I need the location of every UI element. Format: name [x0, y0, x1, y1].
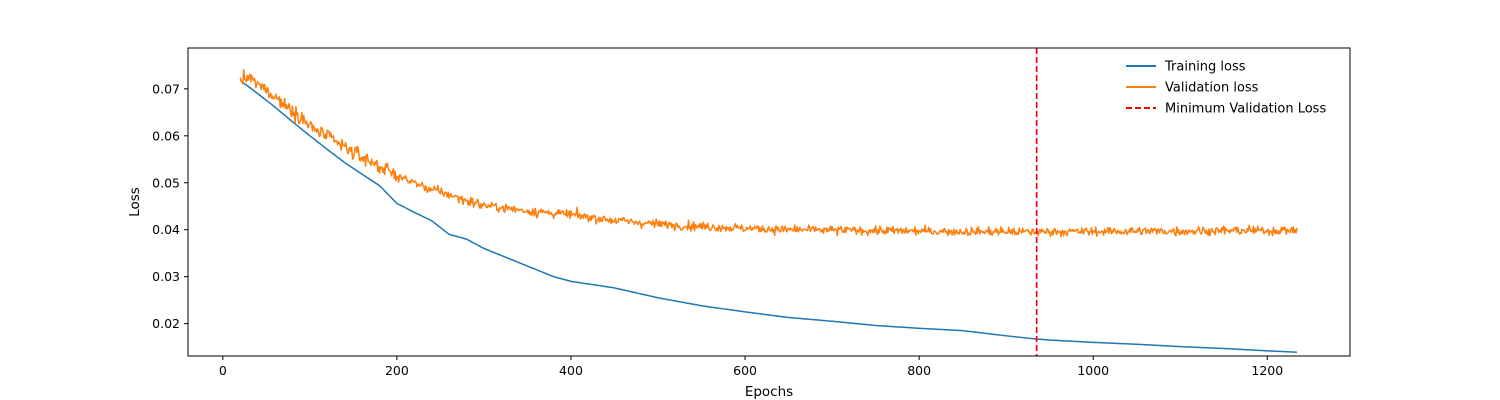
plot-marks: [239, 48, 1298, 356]
y-axis: 0.02 0.03 0.04 0.05 0.06 0.07: [152, 81, 188, 331]
y-tick-label: 0.02: [152, 316, 180, 331]
legend: Training loss Validation loss Minimum Va…: [1126, 60, 1326, 117]
x-axis: 0 200 400 600 800 1000 1200: [219, 356, 1283, 378]
series-line-training-loss: [239, 79, 1297, 353]
legend-label-training-loss: Training loss: [1164, 60, 1246, 75]
plot-frame: [187, 47, 1351, 357]
series-line-validation-loss: [239, 68, 1298, 238]
x-tick-label: 600: [733, 363, 757, 378]
x-tick-label: 1200: [1251, 363, 1283, 378]
x-tick-label: 400: [559, 363, 583, 378]
y-tick-label: 0.04: [152, 222, 180, 237]
y-axis-label: Loss: [127, 187, 143, 217]
legend-label-minimum-validation-loss: Minimum Validation Loss: [1165, 102, 1326, 117]
x-tick-label: 800: [907, 363, 931, 378]
y-tick-label: 0.06: [152, 128, 180, 143]
x-tick-label: 0: [219, 363, 227, 378]
x-axis-label: Epochs: [745, 384, 793, 400]
y-tick-label: 0.07: [152, 81, 180, 96]
x-tick-label: 200: [385, 363, 409, 378]
y-tick-label: 0.05: [152, 175, 180, 190]
y-tick-label: 0.03: [152, 269, 180, 284]
legend-label-validation-loss: Validation loss: [1165, 81, 1259, 96]
x-tick-label: 1000: [1077, 363, 1109, 378]
